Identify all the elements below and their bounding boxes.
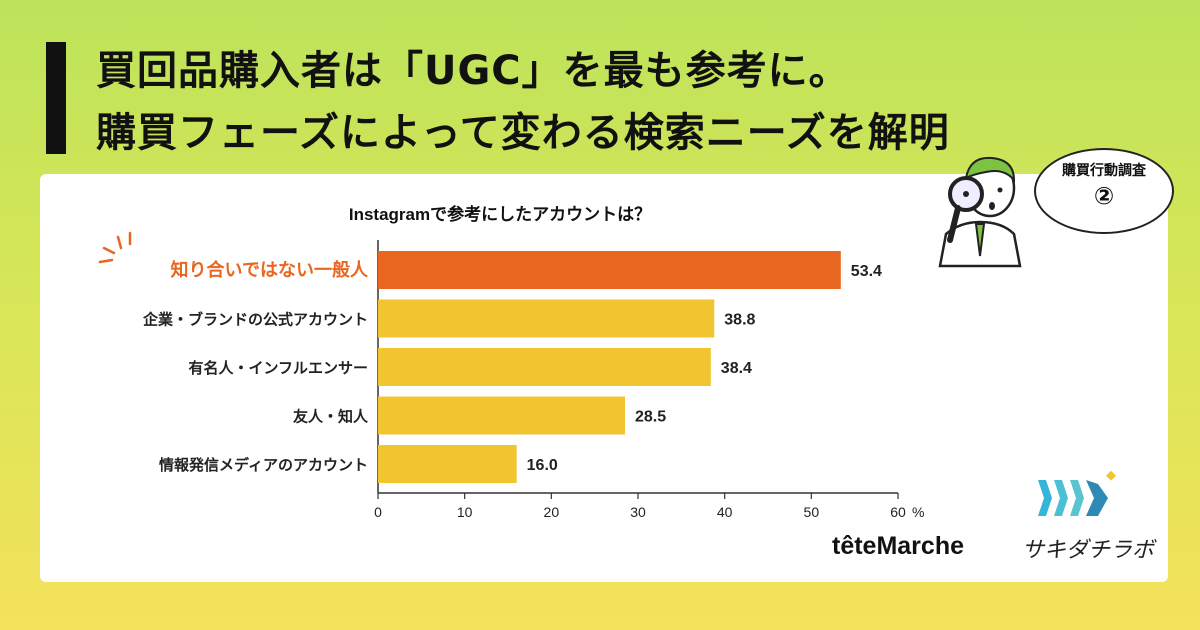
value-label: 38.8 [724,312,755,329]
x-tick-label: 60 [890,504,906,520]
brand-logo-text: têteMarche [832,532,964,560]
category-label: 企業・ブランドの公式アカウント [142,311,368,329]
bar [378,299,715,338]
category-label: 有名人・インフルエンサー [188,359,368,377]
category-label: 知り合いではない一般人 [171,259,369,281]
title-accent-bar [46,42,66,154]
x-tick-label: 10 [457,504,473,520]
value-label: 53.4 [851,263,882,280]
bar [378,348,711,386]
category-label: 友人・知人 [293,408,369,426]
value-label: 16.0 [527,457,558,474]
bar [378,251,841,289]
person-magnifier-illustration [938,156,1022,268]
badge-title: 購買行動調査 [1062,163,1146,179]
category-label: 情報発信メディアのアカウント [159,456,368,474]
headline-line-1: 買回品購入者は「UGC」を最も参考に。 [96,48,850,94]
x-unit-label: % [912,504,924,520]
x-tick-label: 0 [374,504,382,520]
lab-logo-icon [1038,470,1116,516]
bar [378,396,625,435]
highlight-accent-mark [102,246,116,255]
speech-bubble [1034,148,1174,234]
value-label: 28.5 [635,409,666,426]
headline-line-2: 購買フェーズによって変わる検索ニーズを解明 [96,110,950,156]
highlight-accent-mark [116,235,123,250]
value-label: 38.4 [721,360,752,377]
bar [378,445,517,483]
x-tick-label: 30 [630,504,646,520]
chart-title: Instagramで参考にしたアカウントは？ [348,205,652,224]
lab-logo-text: サキダチラボ [1022,538,1155,563]
x-tick-label: 20 [544,504,560,520]
x-tick-label: 50 [804,504,820,520]
badge-number: ② [1093,182,1115,210]
x-tick-label: 40 [717,504,733,520]
highlight-accent-mark [98,258,114,264]
